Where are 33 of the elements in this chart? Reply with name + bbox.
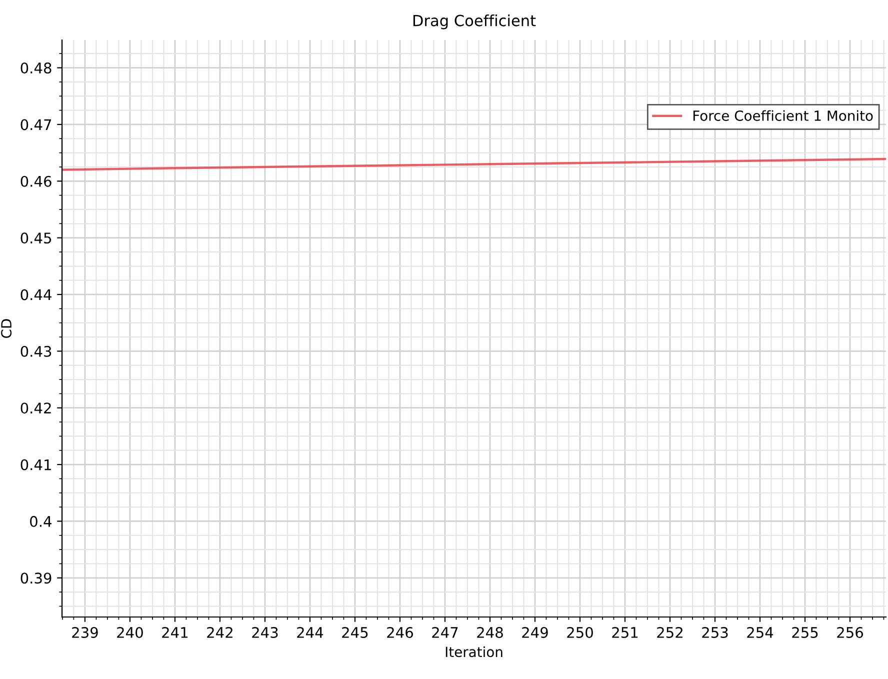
x-tick-label: 243 [252,626,278,638]
x-axis-title: Iteration [446,646,502,658]
y-tick-label: 0.42 [20,402,51,414]
legend-label: Force Coefficient 1 Monito [693,110,873,121]
chart-title: Drag Coefficient [413,14,536,30]
x-tick-label: 251 [612,626,638,638]
y-tick-label: 0.4 [30,516,52,527]
x-tick-label: 239 [72,626,98,638]
x-tick-label: 246 [387,626,413,638]
y-tick-label: 0.41 [20,459,51,470]
x-tick-label: 248 [477,626,503,638]
x-tick-label: 249 [522,626,548,638]
x-tick-label: 252 [657,626,682,638]
x-tick-label: 253 [702,626,728,638]
x-tick-label: 254 [747,626,774,638]
y-tick-label: 0.43 [20,346,52,357]
x-tick-label: 245 [342,626,368,638]
x-tick-label: 244 [297,626,324,638]
y-tick-label: 0.44 [20,289,52,300]
y-tick-label: 0.48 [20,62,52,74]
x-tick-label: 256 [837,626,863,638]
x-tick-label: 255 [792,626,818,638]
y-tick-label: 0.45 [20,232,52,244]
line-series [62,158,886,171]
x-tick-label: 242 [207,626,232,638]
x-tick-label: 240 [117,626,143,638]
x-tick-label: 247 [432,626,458,638]
y-tick-label: 0.39 [20,572,52,584]
x-tick-label: 241 [162,626,188,638]
x-tick-label: 250 [567,626,593,638]
y-tick-label: 0.46 [20,176,52,187]
y-axis-title: CD [1,319,12,338]
y-tick-label: 0.47 [20,119,52,130]
